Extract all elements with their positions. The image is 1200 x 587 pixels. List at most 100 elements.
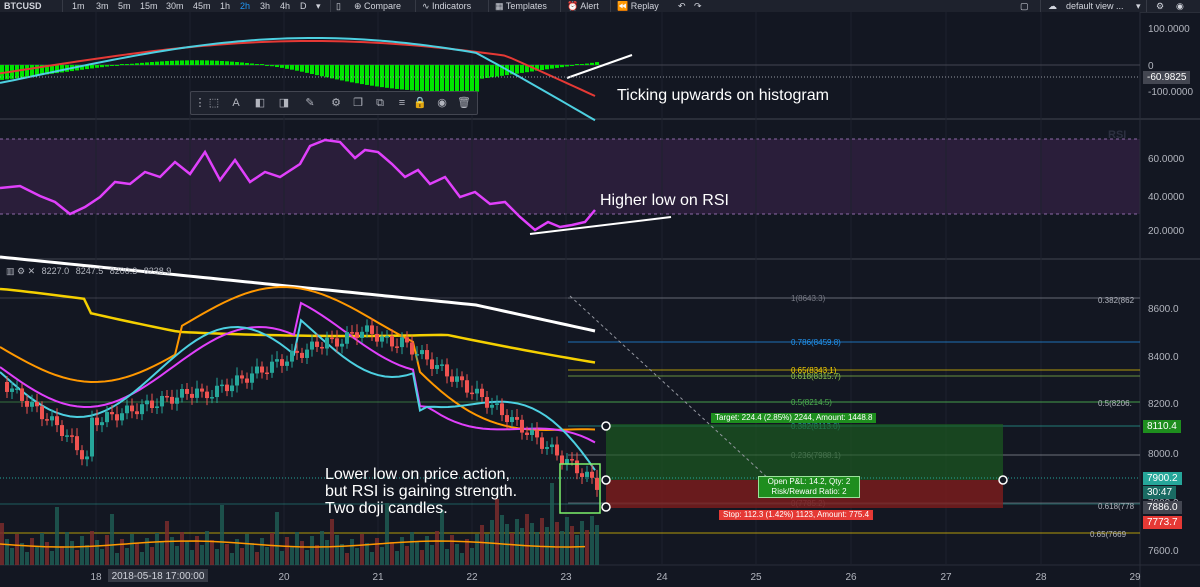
layout-dropdown-icon[interactable]: ▾ [1136, 1, 1141, 11]
clone-icon[interactable]: ❐ [353, 97, 363, 109]
candle-body [385, 336, 389, 338]
macd-histogram-bar [550, 65, 554, 69]
fill-icon[interactable]: ◧ [254, 97, 266, 109]
position-handle[interactable] [601, 502, 611, 512]
legend-icon[interactable]: ▥ ⚙ ✕ [6, 266, 36, 276]
macd-histogram-bar [405, 65, 409, 90]
macd-histogram-bar [300, 65, 304, 72]
layout-icon[interactable]: ☁ [1048, 1, 1057, 11]
background-icon[interactable]: ◨ [278, 97, 290, 109]
ema-orange-line [0, 286, 596, 431]
chart-canvas[interactable]: RSI 1(8643.3)0.786(8459.8)0.65(8343.1)0.… [0, 12, 1200, 587]
volume-bar [15, 534, 19, 565]
interval-2h[interactable]: 2h [240, 1, 251, 11]
macd-histogram-bar [500, 65, 504, 76]
layout-name[interactable]: default view ... [1066, 1, 1124, 11]
interval-dropdown-icon[interactable]: ▾ [316, 1, 321, 11]
rsi-axis-label: 20.0000 [1148, 226, 1185, 237]
macd-histogram-bar [470, 65, 474, 92]
fib-level-label: 1(8643.3) [791, 294, 826, 303]
macd-histogram-bar [445, 65, 449, 92]
compare-button[interactable]: ⊕ Compare [354, 1, 402, 11]
candle-body [465, 380, 469, 393]
time-axis-label: 26 [845, 572, 857, 583]
volume-bar [285, 537, 289, 565]
ohlc-open: 8227.0 [41, 266, 70, 276]
ohlc-high: 8247.5 [75, 266, 104, 276]
volume-bar [380, 547, 384, 565]
fullscreen-icon[interactable]: ▢ [1020, 1, 1029, 11]
candle-body [540, 437, 544, 449]
target-price-label: 8110.4 [1143, 420, 1181, 433]
interval-1h[interactable]: 1h [220, 1, 231, 11]
rectangle-icon[interactable]: ⬚ [208, 97, 220, 109]
chart-style-icon[interactable]: ▯ [336, 1, 341, 11]
drag-handle-icon[interactable]: ⋮ [194, 97, 206, 109]
volume-bar [60, 546, 64, 565]
candle-body [200, 388, 204, 392]
settings-icon[interactable]: ⚙ [331, 97, 341, 109]
rsi-trend-line[interactable] [529, 216, 672, 235]
position-handle[interactable] [601, 475, 611, 485]
macd-histogram-bar [120, 64, 124, 65]
volume-bar [335, 535, 339, 565]
volume-bar [300, 541, 304, 565]
macd-histogram-bar [375, 65, 379, 87]
interval-4h[interactable]: 4h [280, 1, 291, 11]
candle-body [395, 346, 399, 348]
macd-histogram-bar [200, 60, 204, 65]
indicators-button[interactable]: ∿ Indicators [422, 1, 472, 11]
target-zone[interactable] [606, 424, 1003, 480]
candle-body [410, 342, 414, 355]
interval-15m[interactable]: 15m [140, 1, 158, 11]
volume-bar [450, 535, 454, 565]
interval-3m[interactable]: 3m [96, 1, 109, 11]
price-annotation-line-1: Lower low on price action, [325, 466, 510, 483]
candle-body [495, 403, 499, 405]
trash-icon[interactable]: 🗑 [457, 97, 471, 109]
undo-icon[interactable]: ↶ [678, 1, 686, 11]
pencil-icon[interactable]: ✎ [305, 97, 315, 109]
candle-body [310, 341, 314, 350]
volume-bar [270, 533, 274, 565]
volume-bar [25, 552, 29, 565]
candle-body [295, 350, 299, 353]
lock-icon[interactable]: 🔒 [413, 97, 427, 109]
position-handle[interactable] [601, 421, 611, 431]
symbol-search[interactable]: BTCUSD [4, 1, 42, 11]
macd-histogram-bar [280, 65, 284, 68]
candle-body [305, 349, 309, 358]
replay-button[interactable]: ⏪ Replay [617, 1, 659, 11]
doji-highlight-box[interactable] [559, 463, 601, 514]
settings-icon[interactable]: ⚙ [1156, 1, 1165, 11]
candle-body [420, 350, 424, 355]
volume-bar [195, 536, 199, 565]
macd-histogram-bar [340, 65, 344, 81]
macd-trend-line[interactable] [566, 54, 633, 79]
volume-bar [475, 534, 479, 565]
interval-30m[interactable]: 30m [166, 1, 184, 11]
volume-bar [430, 545, 434, 565]
interval-5m[interactable]: 5m [118, 1, 131, 11]
eye-icon[interactable]: ◉ [437, 97, 447, 109]
candle-body [260, 366, 264, 373]
redo-icon[interactable]: ↷ [694, 1, 702, 11]
candle-body [565, 459, 569, 464]
candle-body [115, 414, 119, 421]
interval-45m[interactable]: 45m [193, 1, 211, 11]
position-handle[interactable] [998, 475, 1008, 485]
templates-button[interactable]: ▦ Templates [495, 1, 547, 11]
visual-order-icon[interactable]: ≡ [398, 97, 406, 109]
volume-bar [160, 542, 164, 565]
volume-bar [140, 552, 144, 565]
copy-icon[interactable]: ⧉ [376, 97, 384, 109]
interval-d[interactable]: D [300, 1, 307, 11]
camera-icon[interactable]: ◉ [1176, 1, 1184, 11]
interval-3h[interactable]: 3h [260, 1, 271, 11]
interval-1m[interactable]: 1m [72, 1, 85, 11]
alert-button[interactable]: ⏰ Alert [567, 1, 599, 11]
macd-histogram-bar [85, 65, 89, 70]
volume-bar [190, 550, 194, 565]
text-color-icon[interactable]: A [232, 97, 240, 109]
candle-body [230, 385, 234, 392]
